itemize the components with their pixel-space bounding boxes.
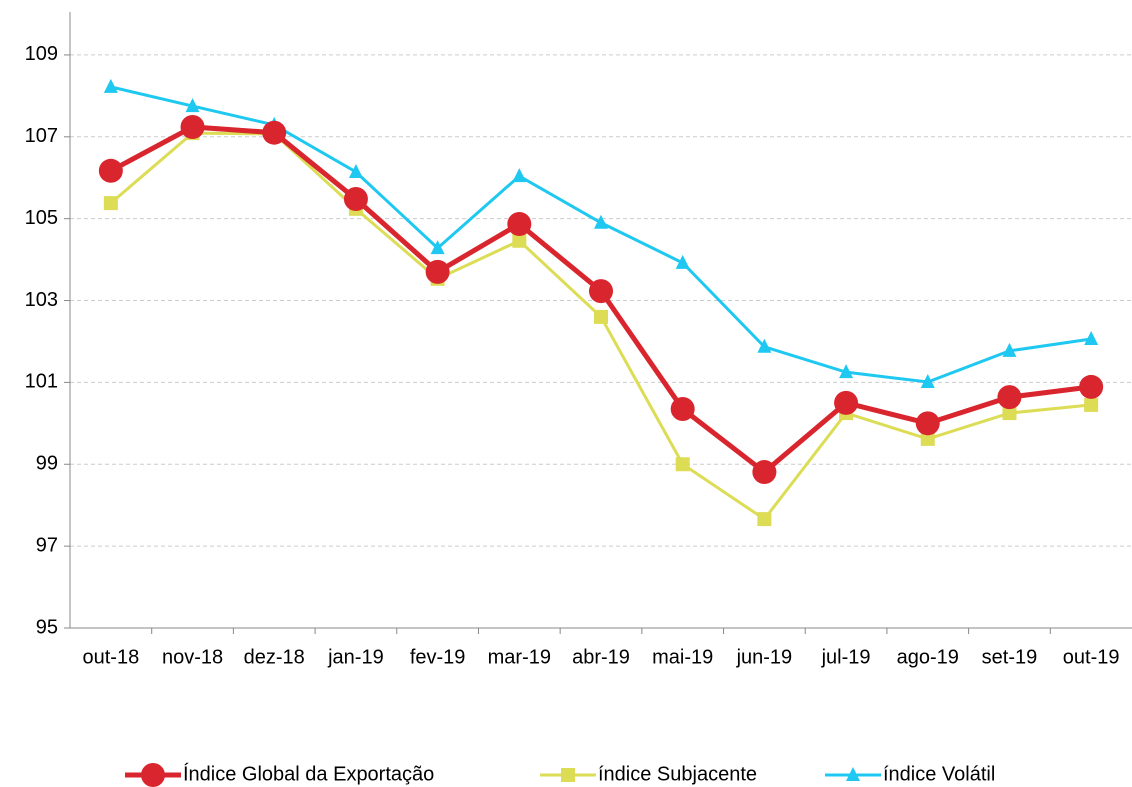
y-tick-label: 99	[36, 453, 58, 475]
point	[839, 364, 854, 379]
legend-label: índice Volátil	[883, 763, 995, 785]
x-tick-label: jul-19	[821, 646, 871, 668]
legend-marker	[561, 768, 575, 782]
x-tick-label: jan-19	[327, 646, 384, 668]
y-tick-label: 97	[36, 534, 58, 556]
y-tick-label: 103	[25, 289, 58, 311]
x-tick-label: nov-18	[162, 646, 223, 668]
point	[1084, 331, 1099, 346]
x-tick-label: out-18	[82, 646, 139, 668]
point	[103, 78, 118, 93]
point	[834, 390, 859, 415]
point	[343, 187, 368, 212]
x-tick-label: ago-19	[897, 646, 959, 668]
point	[512, 168, 527, 183]
point	[1084, 397, 1099, 412]
point	[1002, 342, 1017, 357]
legend-marker	[846, 767, 860, 781]
point	[594, 309, 608, 324]
point	[348, 164, 363, 179]
point	[1002, 406, 1017, 421]
x-tick-label: abr-19	[572, 646, 630, 668]
point	[425, 259, 450, 284]
point	[594, 214, 608, 229]
point	[675, 254, 690, 269]
x-tick-label: mar-19	[488, 646, 551, 668]
point	[757, 338, 772, 353]
point	[670, 397, 695, 422]
x-tick-label: jun-19	[736, 646, 793, 668]
x-tick-label: out-19	[1063, 646, 1120, 668]
y-tick-label: 107	[25, 125, 58, 147]
point	[185, 98, 200, 113]
legend-label: Índice Global da Exportação	[183, 762, 434, 785]
point	[1079, 374, 1104, 399]
y-tick-label: 105	[25, 207, 58, 229]
point	[915, 411, 940, 436]
point	[920, 373, 935, 388]
point	[103, 196, 118, 211]
point	[589, 279, 613, 304]
point	[430, 240, 445, 255]
point	[920, 431, 935, 446]
legend-label: índice Subjacente	[598, 763, 757, 785]
point	[512, 233, 527, 248]
point	[98, 158, 123, 183]
point	[997, 385, 1022, 410]
point	[180, 114, 205, 139]
x-tick-label: set-19	[982, 646, 1038, 668]
y-tick-label: 95	[36, 616, 58, 638]
point	[757, 512, 772, 527]
x-tick-label: dez-18	[244, 646, 305, 668]
series-line	[109, 131, 1092, 522]
point	[262, 120, 287, 145]
point	[752, 460, 777, 485]
x-tick-label: fev-19	[410, 646, 466, 668]
point	[675, 457, 690, 472]
y-tick-label: 101	[25, 371, 58, 393]
x-tick-label: mai-19	[652, 646, 713, 668]
point	[507, 211, 532, 236]
y-tick-label: 109	[25, 43, 58, 65]
legend-marker	[141, 763, 165, 787]
